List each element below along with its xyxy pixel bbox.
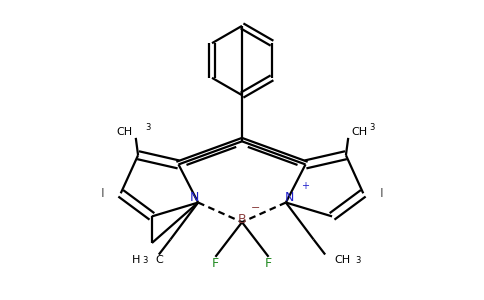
Text: CH: CH: [352, 127, 368, 137]
Text: N: N: [190, 191, 199, 204]
Text: CH: CH: [334, 255, 350, 265]
Text: B: B: [238, 213, 246, 226]
Text: I: I: [101, 187, 105, 200]
Text: −: −: [251, 203, 260, 213]
Text: 3: 3: [142, 256, 148, 265]
Text: +: +: [302, 182, 309, 191]
Text: CH: CH: [116, 127, 132, 137]
Text: I: I: [379, 187, 383, 200]
Text: N: N: [285, 191, 294, 204]
Text: F: F: [265, 257, 272, 270]
Text: H: H: [132, 255, 140, 265]
Text: F: F: [212, 257, 219, 270]
Text: C: C: [155, 255, 163, 265]
Text: 3: 3: [145, 123, 151, 132]
Text: 3: 3: [369, 123, 375, 132]
Text: 3: 3: [355, 256, 361, 265]
